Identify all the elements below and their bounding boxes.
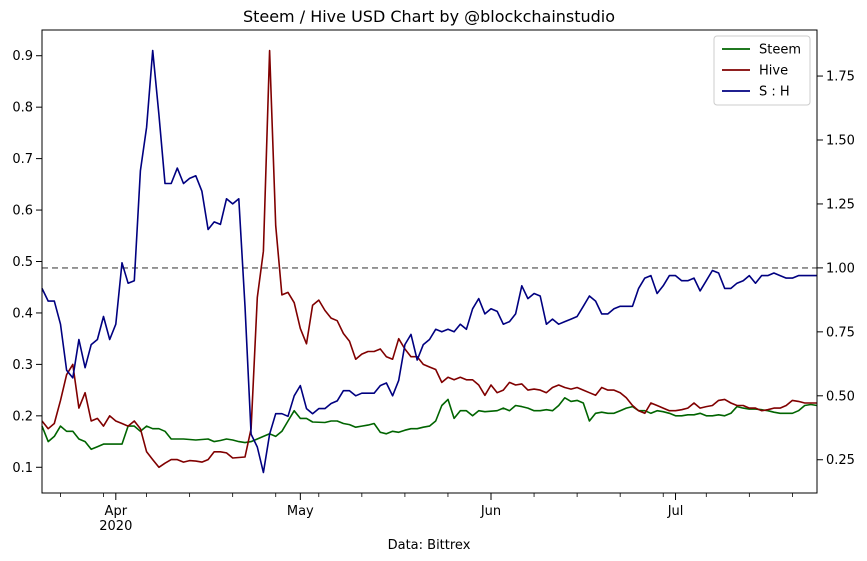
y-left-tick-label: 0.7: [12, 152, 33, 167]
y-right-tick-label: 0.75: [826, 325, 855, 340]
y-right-tick-label: 0.50: [826, 389, 855, 404]
legend-entry: Hive: [759, 64, 788, 79]
series-line-2: [41, 49, 817, 474]
y-right-tick-label: 1.75: [826, 70, 855, 85]
y-right-tick-label: 1.25: [826, 197, 855, 212]
x-tick-label: Jun: [480, 504, 501, 519]
x-tick-label: Apr: [105, 504, 128, 519]
series-line-1: [41, 49, 817, 469]
y-left-tick-label: 0.6: [12, 204, 33, 219]
y-left-tick-label: 0.3: [12, 358, 33, 373]
legend: Steem Hive S : H: [713, 35, 811, 106]
x-tick-label: May: [287, 504, 314, 519]
y-left-tick-label: 0.2: [12, 409, 33, 424]
y-right-tick-label: 1.50: [826, 133, 855, 148]
y-right-tick-label: 1.00: [826, 261, 855, 276]
legend-entry: S : H: [759, 85, 790, 100]
x-tick-label: Jul: [667, 504, 684, 519]
series-layer: [41, 49, 818, 474]
chart-title: Steem / Hive USD Chart by @blockchainstu…: [243, 7, 615, 26]
legend-entry: Steem: [759, 43, 801, 58]
y-left-tick-label: 0.5: [12, 255, 33, 270]
y-left-tick-label: 0.1: [12, 461, 33, 476]
x-axis-label: Data: Bittrex: [388, 538, 471, 553]
series-line-0: [41, 396, 818, 451]
y-left-tick-label: 0.8: [12, 101, 33, 116]
y-right-tick-label: 0.25: [826, 453, 855, 468]
y-left-tick-label: 0.9: [12, 49, 33, 64]
y-left-tick-label: 0.4: [12, 306, 33, 321]
y-axis-right: 0.25 0.50 0.75 1.00 1.25 1.50 1.75: [817, 70, 855, 468]
legend-box: [713, 35, 811, 106]
x-tick-sublabel: 2020: [99, 519, 132, 534]
y-axis-left: 0.1 0.2 0.3 0.4 0.5 0.6 0.7 0.8 0.9: [12, 49, 42, 476]
